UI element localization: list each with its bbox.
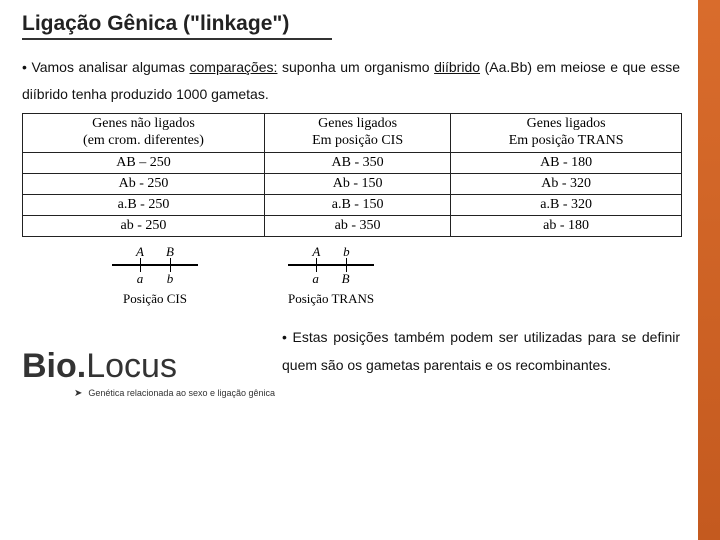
table-header: Genes ligadosEm posição CIS — [264, 114, 450, 153]
page-title: Ligação Gênica ("linkage") — [22, 12, 680, 36]
table-row: ab - 250ab - 350ab - 180 — [23, 215, 682, 236]
table-cell: a.B - 150 — [264, 194, 450, 215]
accent-bar — [698, 0, 720, 540]
table-cell: Ab - 150 — [264, 173, 450, 194]
diagram-cis: ABab Posição CIS — [112, 245, 198, 307]
chromosome-diagrams: ABab Posição CIS AbaB Posição TRANS — [22, 245, 680, 307]
table-header: Genes não ligados(em crom. diferentes) — [23, 114, 265, 153]
title-underline — [22, 38, 332, 40]
gamete-table: Genes não ligados(em crom. diferentes)Ge… — [22, 113, 682, 237]
chromosome: ab — [112, 265, 198, 285]
table-cell: AB - 180 — [451, 152, 682, 173]
table-cell: ab - 180 — [451, 215, 682, 236]
bottom-text: Estas posições também podem ser utilizad… — [282, 323, 680, 399]
table-row: Ab - 250Ab - 150Ab - 320 — [23, 173, 682, 194]
table-row: a.B - 250a.B - 150a.B - 320 — [23, 194, 682, 215]
table-cell: ab - 350 — [264, 215, 450, 236]
bottom-row: Bio.Locus ➤Genética relacionada ao sexo … — [22, 323, 680, 399]
table-cell: AB – 250 — [23, 152, 265, 173]
cis-label: Posição CIS — [112, 291, 198, 307]
logo-area: Bio.Locus ➤Genética relacionada ao sexo … — [22, 323, 282, 399]
intro-paragraph: Vamos analisar algumas comparações: supo… — [22, 54, 680, 107]
chromosome: aB — [288, 265, 374, 285]
table-header: Genes ligadosEm posição TRANS — [451, 114, 682, 153]
chromosome: Ab — [288, 245, 374, 265]
logo: Bio.Locus — [22, 347, 282, 386]
table-cell: Ab - 250 — [23, 173, 265, 194]
logo-subtitle: ➤Genética relacionada ao sexo e ligação … — [74, 388, 282, 399]
table-row: AB – 250AB - 350AB - 180 — [23, 152, 682, 173]
chromosome: AB — [112, 245, 198, 265]
trans-label: Posição TRANS — [288, 291, 374, 307]
table-cell: AB - 350 — [264, 152, 450, 173]
diagram-trans: AbaB Posição TRANS — [288, 245, 374, 307]
table-cell: a.B - 250 — [23, 194, 265, 215]
table-cell: ab - 250 — [23, 215, 265, 236]
arrow-icon: ➤ — [74, 388, 82, 399]
table-cell: Ab - 320 — [451, 173, 682, 194]
table-cell: a.B - 320 — [451, 194, 682, 215]
slide-content: Ligação Gênica ("linkage") Vamos analisa… — [0, 0, 720, 399]
